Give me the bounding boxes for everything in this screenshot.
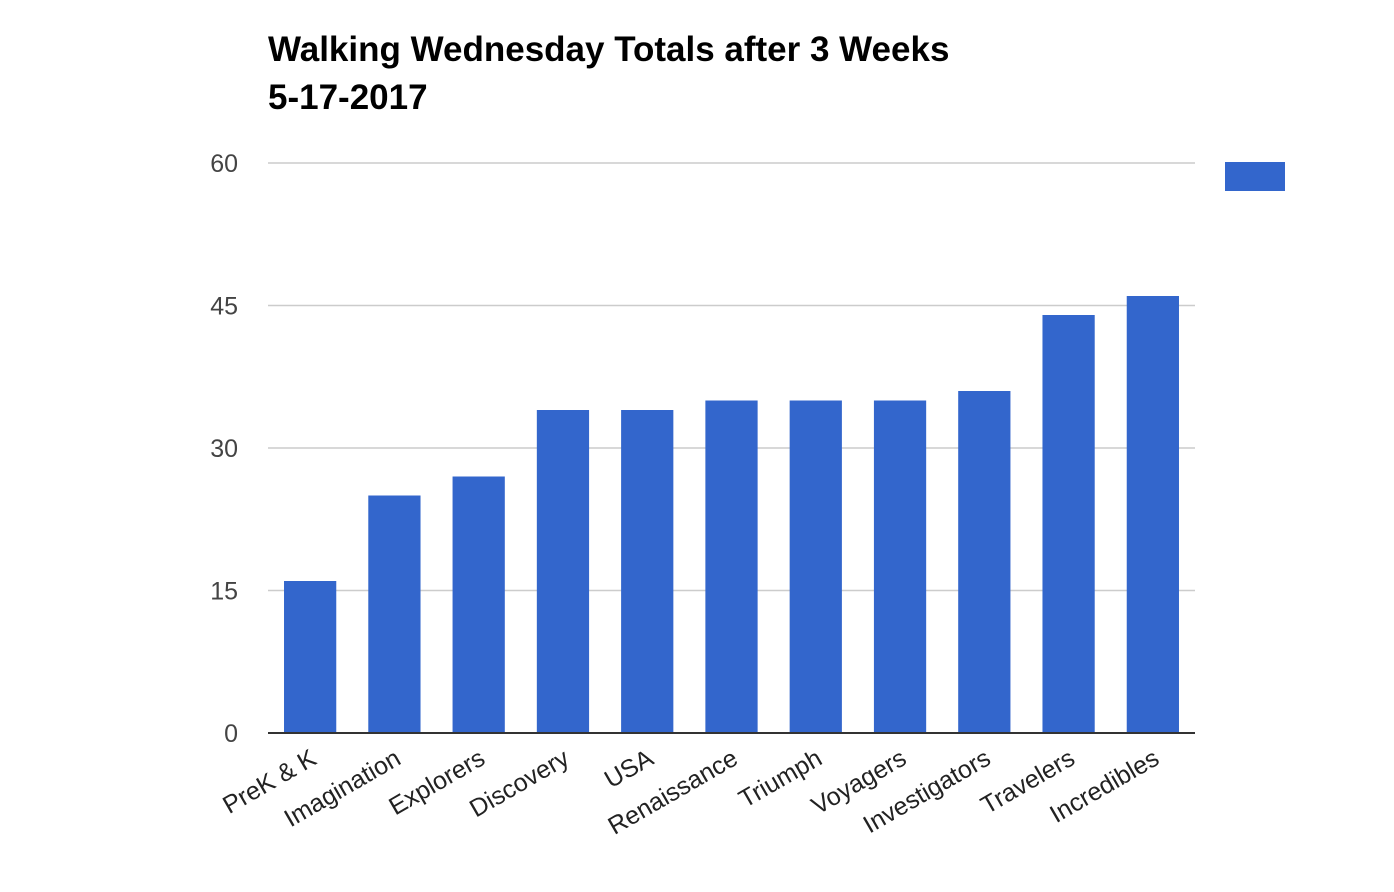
bars [284,296,1179,733]
chart-title: Walking Wednesday Totals after 3 Weeks 5… [268,26,949,122]
legend-swatch [1225,162,1285,191]
bar [705,400,758,733]
bar [368,495,421,733]
bar [621,410,674,733]
bar [284,581,337,733]
y-tick-label: 15 [210,578,238,606]
bar [789,400,842,733]
y-tick-label: 60 [210,150,238,178]
chart-title-line: Walking Wednesday Totals after 3 Weeks [268,30,950,69]
bar [1126,296,1179,733]
y-tick-label: 45 [210,293,238,321]
bar [873,400,927,733]
bar [536,410,590,733]
chart-subtitle: 5-17-2017 [268,78,428,117]
y-tick-label: 0 [224,720,238,748]
x-tick-label: USA [600,744,659,794]
y-tick-label: 30 [210,435,238,463]
bar [958,391,1011,733]
bar [452,476,505,733]
bar [1042,315,1095,733]
legend [1225,162,1285,191]
